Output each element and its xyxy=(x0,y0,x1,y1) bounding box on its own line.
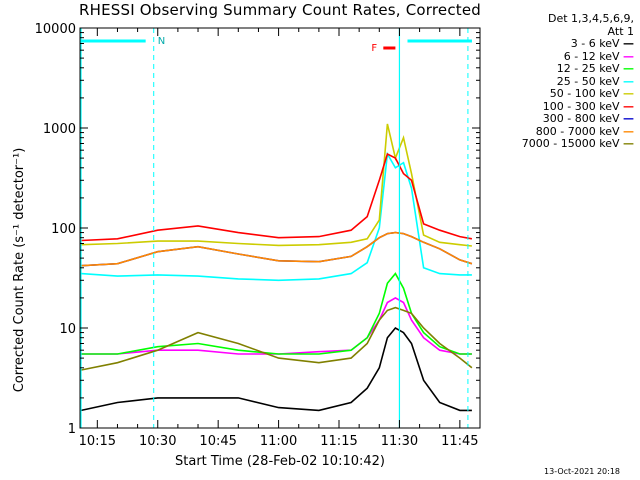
legend-detectors-line2: Att 1 xyxy=(607,24,634,38)
legend-entry-swatch: — xyxy=(623,37,634,50)
legend-entry: 7000 - 15000 keV — xyxy=(521,137,634,151)
legend-entry-swatch: — xyxy=(623,99,634,113)
y-tick-label: 1000 xyxy=(43,122,76,137)
legend-entry-swatch: — xyxy=(623,74,634,88)
x-tick-label: 11:45 xyxy=(441,434,478,449)
x-tick-label: 11:00 xyxy=(260,434,297,449)
legend-entry-label: 25 - 50 keV xyxy=(556,74,623,88)
night-flag-label: N xyxy=(158,36,165,47)
plot-area: NF xyxy=(80,28,473,428)
legend: Det 1,3,4,5,6,9, Att 1 3 - 6 keV —6 - 12… xyxy=(521,12,634,151)
legend-entry: 3 - 6 keV — xyxy=(522,37,634,51)
y-tick-label: 100 xyxy=(51,222,76,237)
legend-entry-swatch: — xyxy=(623,62,634,75)
legend-entry-label: 12 - 25 keV xyxy=(556,62,623,75)
y-tick-label: 10 xyxy=(59,322,76,337)
flare-flag-label: F xyxy=(371,43,377,54)
legend-entry: 100 - 300 keV — xyxy=(522,99,634,114)
legend-entry-label: 100 - 300 keV xyxy=(542,99,623,113)
series-line-7000-15000-kev xyxy=(81,306,473,371)
axis-ticks: 1 10 100 1000 10000 10:15 10:30 10:45 11:00 11:15… xyxy=(35,22,481,449)
x-tick-label: 11:15 xyxy=(320,434,357,449)
series-line-6-12-kev xyxy=(81,296,472,355)
legend-entries: 3 - 6 keV —6 - 12 keV —12 - 25 keV —25 -… xyxy=(521,37,634,151)
legend-entry: 6 - 12 keV — xyxy=(522,49,634,64)
legend-entry-label: 3 - 6 keV xyxy=(570,37,623,50)
legend-entry: 800 - 7000 keV — xyxy=(522,124,634,139)
legend-entry-swatch: — xyxy=(623,137,634,150)
legend-entry-swatch: — xyxy=(623,112,634,125)
legend-entry: 300 - 800 keV — xyxy=(522,112,634,126)
series-line-12-25-kev xyxy=(81,272,472,355)
legend-entry: 50 - 100 keV — xyxy=(522,87,634,101)
x-tick-label: 11:30 xyxy=(381,434,418,449)
series-line-50-100-kev xyxy=(81,123,472,247)
legend-entry-label: 800 - 7000 keV xyxy=(535,124,623,138)
legend-entry-swatch: — xyxy=(623,124,634,138)
legend-entry-label: 6 - 12 keV xyxy=(563,49,623,63)
x-tick-label: 10:15 xyxy=(79,434,116,449)
legend-entry-swatch: — xyxy=(623,87,634,100)
x-axis-label: Start Time (28-Feb-02 10:10:42) xyxy=(175,454,385,469)
series-line-100-300-kev xyxy=(81,152,473,242)
legend-detectors-line1: Det 1,3,4,5,6,9, xyxy=(547,12,634,25)
y-tick-label: 10000 xyxy=(35,22,76,37)
y-tick-label: 1 xyxy=(68,422,76,437)
x-tick-label: 10:30 xyxy=(139,434,176,449)
y-axis-label: Corrected Count Rate (s⁻¹ detector⁻¹) xyxy=(12,147,27,393)
legend-entry-label: 50 - 100 keV xyxy=(549,87,623,100)
legend-entry-label: 7000 - 15000 keV xyxy=(521,137,623,150)
generation-timestamp: 13-Oct-2021 20:18 xyxy=(544,467,620,476)
legend-entry-label: 300 - 800 keV xyxy=(542,112,623,125)
series-line-25-50-kev xyxy=(81,151,472,282)
series-line-3-6-kev xyxy=(81,326,472,412)
chart-title: RHESSI Observing Summary Count Rates, Co… xyxy=(78,1,481,19)
legend-entry: 25 - 50 keV — xyxy=(522,74,634,89)
x-tick-label: 10:45 xyxy=(199,434,236,449)
legend-entry-swatch: — xyxy=(623,49,634,63)
series-line-800-7000-kev xyxy=(81,231,473,267)
legend-entry: 12 - 25 keV — xyxy=(522,62,634,76)
